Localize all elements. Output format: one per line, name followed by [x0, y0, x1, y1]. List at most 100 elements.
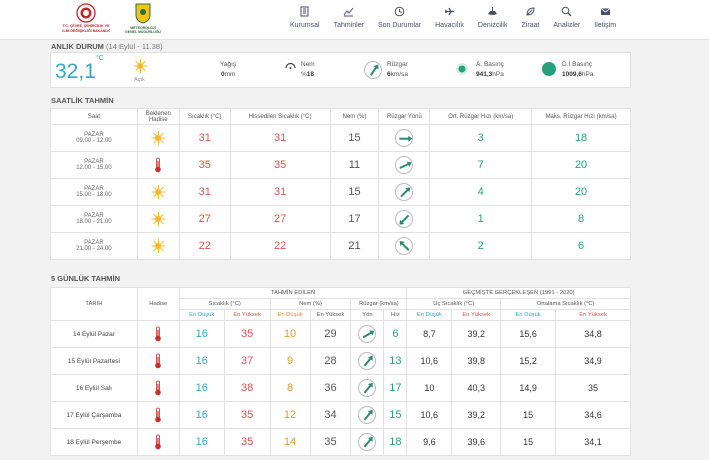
- hourly-event: [136, 205, 180, 233]
- daily-temp-lo: 16: [178, 428, 225, 456]
- hourly-event: [136, 124, 180, 152]
- hourly-feels: 27: [229, 205, 331, 233]
- current-temp: 32,1°C: [55, 55, 104, 83]
- hourly-temp: 31: [178, 124, 231, 152]
- daily-row: 17 Eylül Çarşamba 16 35 12 34 15 10,6 39,2 15 34,…: [50, 401, 631, 429]
- hourly-time: PAZAR 15.00 - 18.00: [50, 178, 138, 206]
- daily-ext-hi: 39,2: [451, 320, 502, 348]
- daily-ext-hi: 39,8: [451, 347, 502, 375]
- nav-item-7[interactable]: İletişim: [594, 6, 616, 29]
- daily-ext-hi: 39,2: [451, 401, 502, 429]
- hourly-event: [136, 232, 180, 260]
- daily-title: 5 GÜNLÜK TAHMİN: [51, 274, 121, 283]
- hourly-title: SAATLİK TAHMİN: [51, 96, 114, 105]
- search-chart-icon: [561, 6, 572, 17]
- wind-direction-icon: [395, 210, 414, 228]
- daily-avg-lo: 14,9: [500, 374, 557, 402]
- wind-direction-icon: [358, 406, 377, 424]
- col-ext-lo: En Düşük: [406, 309, 453, 321]
- daily-hum-hi: 36: [309, 374, 352, 402]
- hourly-humidity: 15: [329, 178, 380, 206]
- daily-event: [136, 428, 180, 456]
- daily-wind-dir: [350, 347, 385, 375]
- humidity-value: %18: [301, 71, 315, 78]
- daily-wind-speed: 17: [383, 374, 408, 402]
- daily-ext-hi: 39,6: [451, 428, 502, 456]
- hourly-time: PAZAR 21.00 - 24.00: [50, 232, 138, 260]
- daily-avg-lo: 15: [500, 401, 557, 429]
- nav-item-3[interactable]: Havacılık: [435, 6, 464, 29]
- daily-temp-hi: 37: [223, 347, 271, 375]
- rain-value: 0mm: [221, 71, 236, 78]
- nav-label: Denizcilik: [477, 22, 508, 29]
- nav-item-2[interactable]: Son Durumlar: [378, 6, 421, 29]
- col-wind-speed: Hız: [383, 309, 408, 321]
- hourly-temp: 27: [178, 205, 231, 233]
- hourly-max-wind: 6: [531, 232, 631, 260]
- hourly-feels: 35: [229, 151, 331, 179]
- sun-icon: [151, 212, 166, 226]
- daily-hum-lo: 8: [269, 374, 311, 402]
- hourly-max-wind: 20: [531, 178, 631, 206]
- pressure-value: 941,3hPa: [476, 71, 504, 78]
- daily-date: 14 Eylül Pazar: [50, 320, 138, 348]
- nav-label: Son Durumlar: [377, 22, 422, 29]
- col-hum-lo: En Düşük: [269, 309, 311, 321]
- hourly-max-wind: 8: [531, 205, 631, 233]
- daily-wind-dir: [350, 428, 385, 456]
- col-estimated: TAHMİN EDİLEN: [178, 287, 408, 299]
- col-temp-hi: En Yüksek: [223, 309, 271, 321]
- nav-item-4[interactable]: Denizcilik: [477, 6, 508, 29]
- building-icon: [299, 6, 310, 17]
- hourly-wind-dir: [378, 232, 431, 260]
- hourly-row: PAZAR 15.00 - 18.00 31 31 15 4 20: [50, 178, 631, 206]
- daily-temp-hi: 35: [223, 320, 271, 348]
- hourly-humidity: 15: [329, 124, 380, 152]
- hourly-row: PAZAR 21.00 - 24.00 22 22 21 2 6: [50, 232, 631, 260]
- hourly-event: [136, 151, 180, 179]
- wind-direction-icon: [395, 237, 414, 255]
- hourly-row: PAZAR 09.00 - 12.00 31 31 15 3 18: [50, 124, 631, 152]
- daily-hum-hi: 29: [309, 320, 352, 348]
- col-hadise: Hadise: [136, 287, 180, 321]
- daily-ext-lo: 9,6: [406, 428, 453, 456]
- daily-date: 17 Eylül Çarşamba: [50, 401, 138, 429]
- hourly-feels: 31: [229, 124, 331, 152]
- daily-temp-lo: 16: [178, 401, 225, 429]
- daily-ext-hi: 40,3: [451, 374, 502, 402]
- wind-label: Rüzgar: [387, 61, 408, 68]
- daily-event: [136, 347, 180, 375]
- hourly-avg-wind: 3: [429, 124, 533, 152]
- col-avg-hi: En Yüksek: [555, 309, 631, 321]
- nav-label: Analizler: [553, 22, 581, 29]
- wind-direction-icon: [395, 129, 414, 147]
- chart-line-icon: [343, 6, 354, 17]
- wind-direction-icon: [395, 183, 414, 201]
- svg-text:GENEL MÜDÜRLÜĞÜ: GENEL MÜDÜRLÜĞÜ: [125, 29, 161, 34]
- daily-event: [136, 401, 180, 429]
- hourly-temp: 22: [178, 232, 231, 260]
- col-beklenen: Beklenen Hadise: [136, 108, 180, 125]
- nav-item-0[interactable]: Kurumsal: [290, 6, 320, 29]
- daily-avg-lo: 15,6: [500, 320, 557, 348]
- sun-icon: [151, 131, 166, 145]
- daily-wind-speed: 15: [383, 401, 408, 429]
- hourly-row: PAZAR 12.00 - 15.00 35 35 11 7 20: [50, 151, 631, 179]
- thermometer-icon: [155, 353, 162, 369]
- mgm-logo[interactable]: METEOROLOJİ GENEL MÜDÜRLÜĞÜ: [124, 2, 162, 36]
- wind-direction-icon: [358, 325, 377, 343]
- hourly-wind-dir: [378, 124, 431, 152]
- nav-item-1[interactable]: Tahminler: [334, 6, 364, 29]
- nav-item-5[interactable]: Ziraat: [521, 6, 539, 29]
- daily-row: 15 Eylül Pazartesi 16 37 9 28 13 10,6 39,8 15,2 3…: [50, 347, 631, 375]
- daily-avg-lo: 15: [500, 428, 557, 456]
- ministry-logo[interactable]: T.C. ÇEVRE, ŞEHİRCİLİK VE İKLİM DEĞİŞİKL…: [62, 2, 110, 36]
- nav-item-6[interactable]: Analizler: [553, 6, 580, 29]
- top-header: T.C. ÇEVRE, ŞEHİRCİLİK VE İKLİM DEĞİŞİKL…: [0, 0, 709, 40]
- col-sicaklik: Sıcaklık (°C): [178, 108, 231, 125]
- daily-temp-hi: 35: [223, 428, 271, 456]
- daily-ext-lo: 10,6: [406, 347, 453, 375]
- hourly-humidity: 21: [329, 232, 380, 260]
- hourly-temp: 35: [178, 151, 231, 179]
- hourly-avg-wind: 7: [429, 151, 533, 179]
